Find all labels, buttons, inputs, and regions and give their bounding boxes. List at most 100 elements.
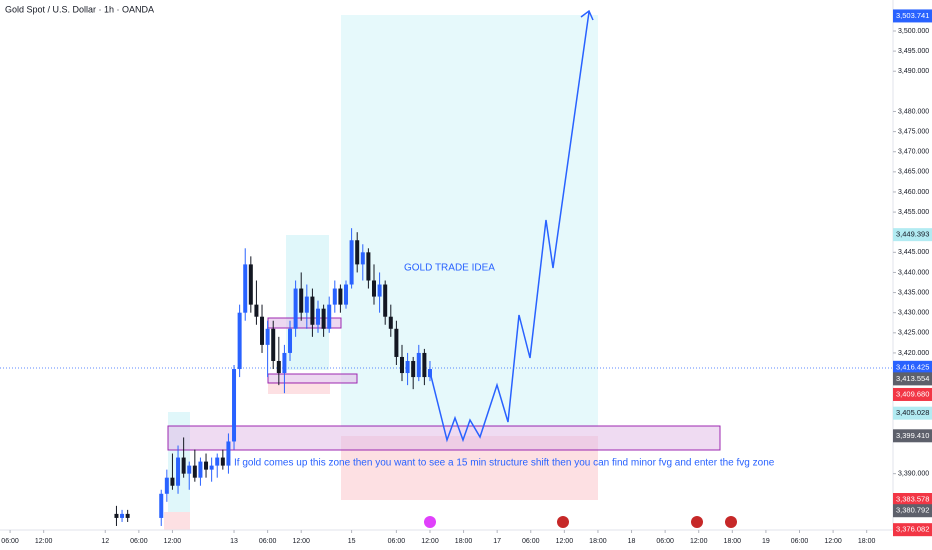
price-tag-label: 3,380.792 xyxy=(896,506,929,515)
y-tick-label: 3,455.000 xyxy=(898,209,929,216)
price-tag xyxy=(893,429,932,443)
candle-body xyxy=(304,296,309,313)
candle-body xyxy=(243,264,248,313)
y-tick-label: 3,445.000 xyxy=(898,249,929,256)
event-icon xyxy=(424,516,436,528)
candle-body xyxy=(399,356,404,374)
price-tag xyxy=(893,493,932,507)
candle-body xyxy=(226,441,231,466)
y-tick-label: 3,495.000 xyxy=(898,48,929,55)
x-tick-label: 06:00 xyxy=(1,538,19,545)
annotation: GOLD TRADE IDEA xyxy=(404,263,495,274)
x-tick-label: 12:00 xyxy=(556,538,574,545)
candle-body xyxy=(388,316,393,329)
candle-body xyxy=(394,328,399,357)
x-tick-label: 12:00 xyxy=(292,538,310,545)
x-tick-label: 13 xyxy=(230,538,238,545)
candle-body xyxy=(209,465,214,470)
x-tick-label: 19 xyxy=(762,538,770,545)
candle-body xyxy=(383,284,388,317)
candle-body xyxy=(204,461,209,470)
price-tag-label: 3,449.393 xyxy=(896,230,929,239)
price-tag xyxy=(893,372,932,386)
candle-body xyxy=(265,328,270,345)
event-icon xyxy=(725,516,737,528)
candle-body xyxy=(332,288,337,305)
price-tag xyxy=(893,387,932,401)
x-tick-label: 15 xyxy=(348,538,356,545)
event-icon xyxy=(691,516,703,528)
candle-body xyxy=(366,252,371,281)
candle-body xyxy=(192,465,197,478)
candle-body xyxy=(170,477,175,486)
x-tick-label: 18:00 xyxy=(589,538,607,545)
candle-body xyxy=(360,252,365,265)
candle-body xyxy=(349,240,354,285)
candle-body xyxy=(338,288,343,305)
x-tick-label: 06:00 xyxy=(791,538,809,545)
x-tick-label: 12:00 xyxy=(690,538,708,545)
y-tick-label: 3,480.000 xyxy=(898,108,929,115)
candle-body xyxy=(114,513,119,518)
arrow-head xyxy=(580,9,594,21)
candle-body xyxy=(276,360,281,374)
x-tick-label: 06:00 xyxy=(656,538,674,545)
candle-body xyxy=(327,304,332,329)
y-tick-label: 3,470.000 xyxy=(898,149,929,156)
candle-body xyxy=(187,465,192,474)
candle-body xyxy=(344,284,349,305)
x-tick-label: 12:00 xyxy=(824,538,842,545)
candle-body xyxy=(271,328,276,361)
small-zone xyxy=(268,382,330,394)
candle-body xyxy=(220,457,225,466)
candle-body xyxy=(293,288,298,329)
chart-title: Gold Spot / U.S. Dollar · 1h · OANDA xyxy=(5,4,154,14)
price-tag-label: 3,383.578 xyxy=(896,494,929,503)
candle-body xyxy=(422,352,427,378)
y-tick-label: 3,390.000 xyxy=(898,471,929,478)
fvg-zone xyxy=(267,373,358,384)
candle-body xyxy=(125,513,130,518)
candle-body xyxy=(164,477,169,494)
candle-body xyxy=(371,280,376,297)
price-tag xyxy=(893,523,932,537)
candle-body xyxy=(120,513,125,518)
price-tag-label: 3,376.082 xyxy=(896,525,929,534)
x-tick-label: 12 xyxy=(101,538,109,545)
x-tick-label: 06:00 xyxy=(130,538,148,545)
x-tick-label: 17 xyxy=(493,538,501,545)
candle-body xyxy=(316,308,321,325)
price-tag xyxy=(893,504,932,518)
candle-body xyxy=(282,352,287,374)
target-zone xyxy=(341,15,598,427)
x-tick-label: 12:00 xyxy=(421,538,439,545)
candle-body xyxy=(232,369,237,442)
y-tick-label: 3,430.000 xyxy=(898,310,929,317)
annotation: If gold comes up this zone then you want… xyxy=(234,458,775,469)
candle-body xyxy=(405,360,410,374)
projection-path xyxy=(429,11,590,443)
x-tick-label: 18:00 xyxy=(455,538,473,545)
candle-body xyxy=(254,304,259,317)
x-tick-label: 06:00 xyxy=(522,538,540,545)
price-tag-label: 3,413.554 xyxy=(896,374,929,383)
candle-body xyxy=(159,493,164,518)
candle-body xyxy=(299,288,304,313)
candle-body xyxy=(427,369,432,378)
candle-body xyxy=(181,457,186,474)
candle-body xyxy=(237,312,242,370)
x-tick-label: 12:00 xyxy=(164,538,182,545)
x-tick-label: 18:00 xyxy=(858,538,876,545)
candle-body xyxy=(416,352,421,378)
candle-body xyxy=(355,240,360,265)
candle-body xyxy=(377,284,382,297)
price-tag-label: 3,409.680 xyxy=(896,389,929,398)
event-icon xyxy=(557,516,569,528)
x-tick-label: 12:00 xyxy=(35,538,53,545)
y-tick-label: 3,425.000 xyxy=(898,330,929,337)
candle-body xyxy=(176,457,181,486)
small-zone xyxy=(164,512,190,530)
candle-body xyxy=(198,461,203,478)
candle-body xyxy=(288,328,293,353)
